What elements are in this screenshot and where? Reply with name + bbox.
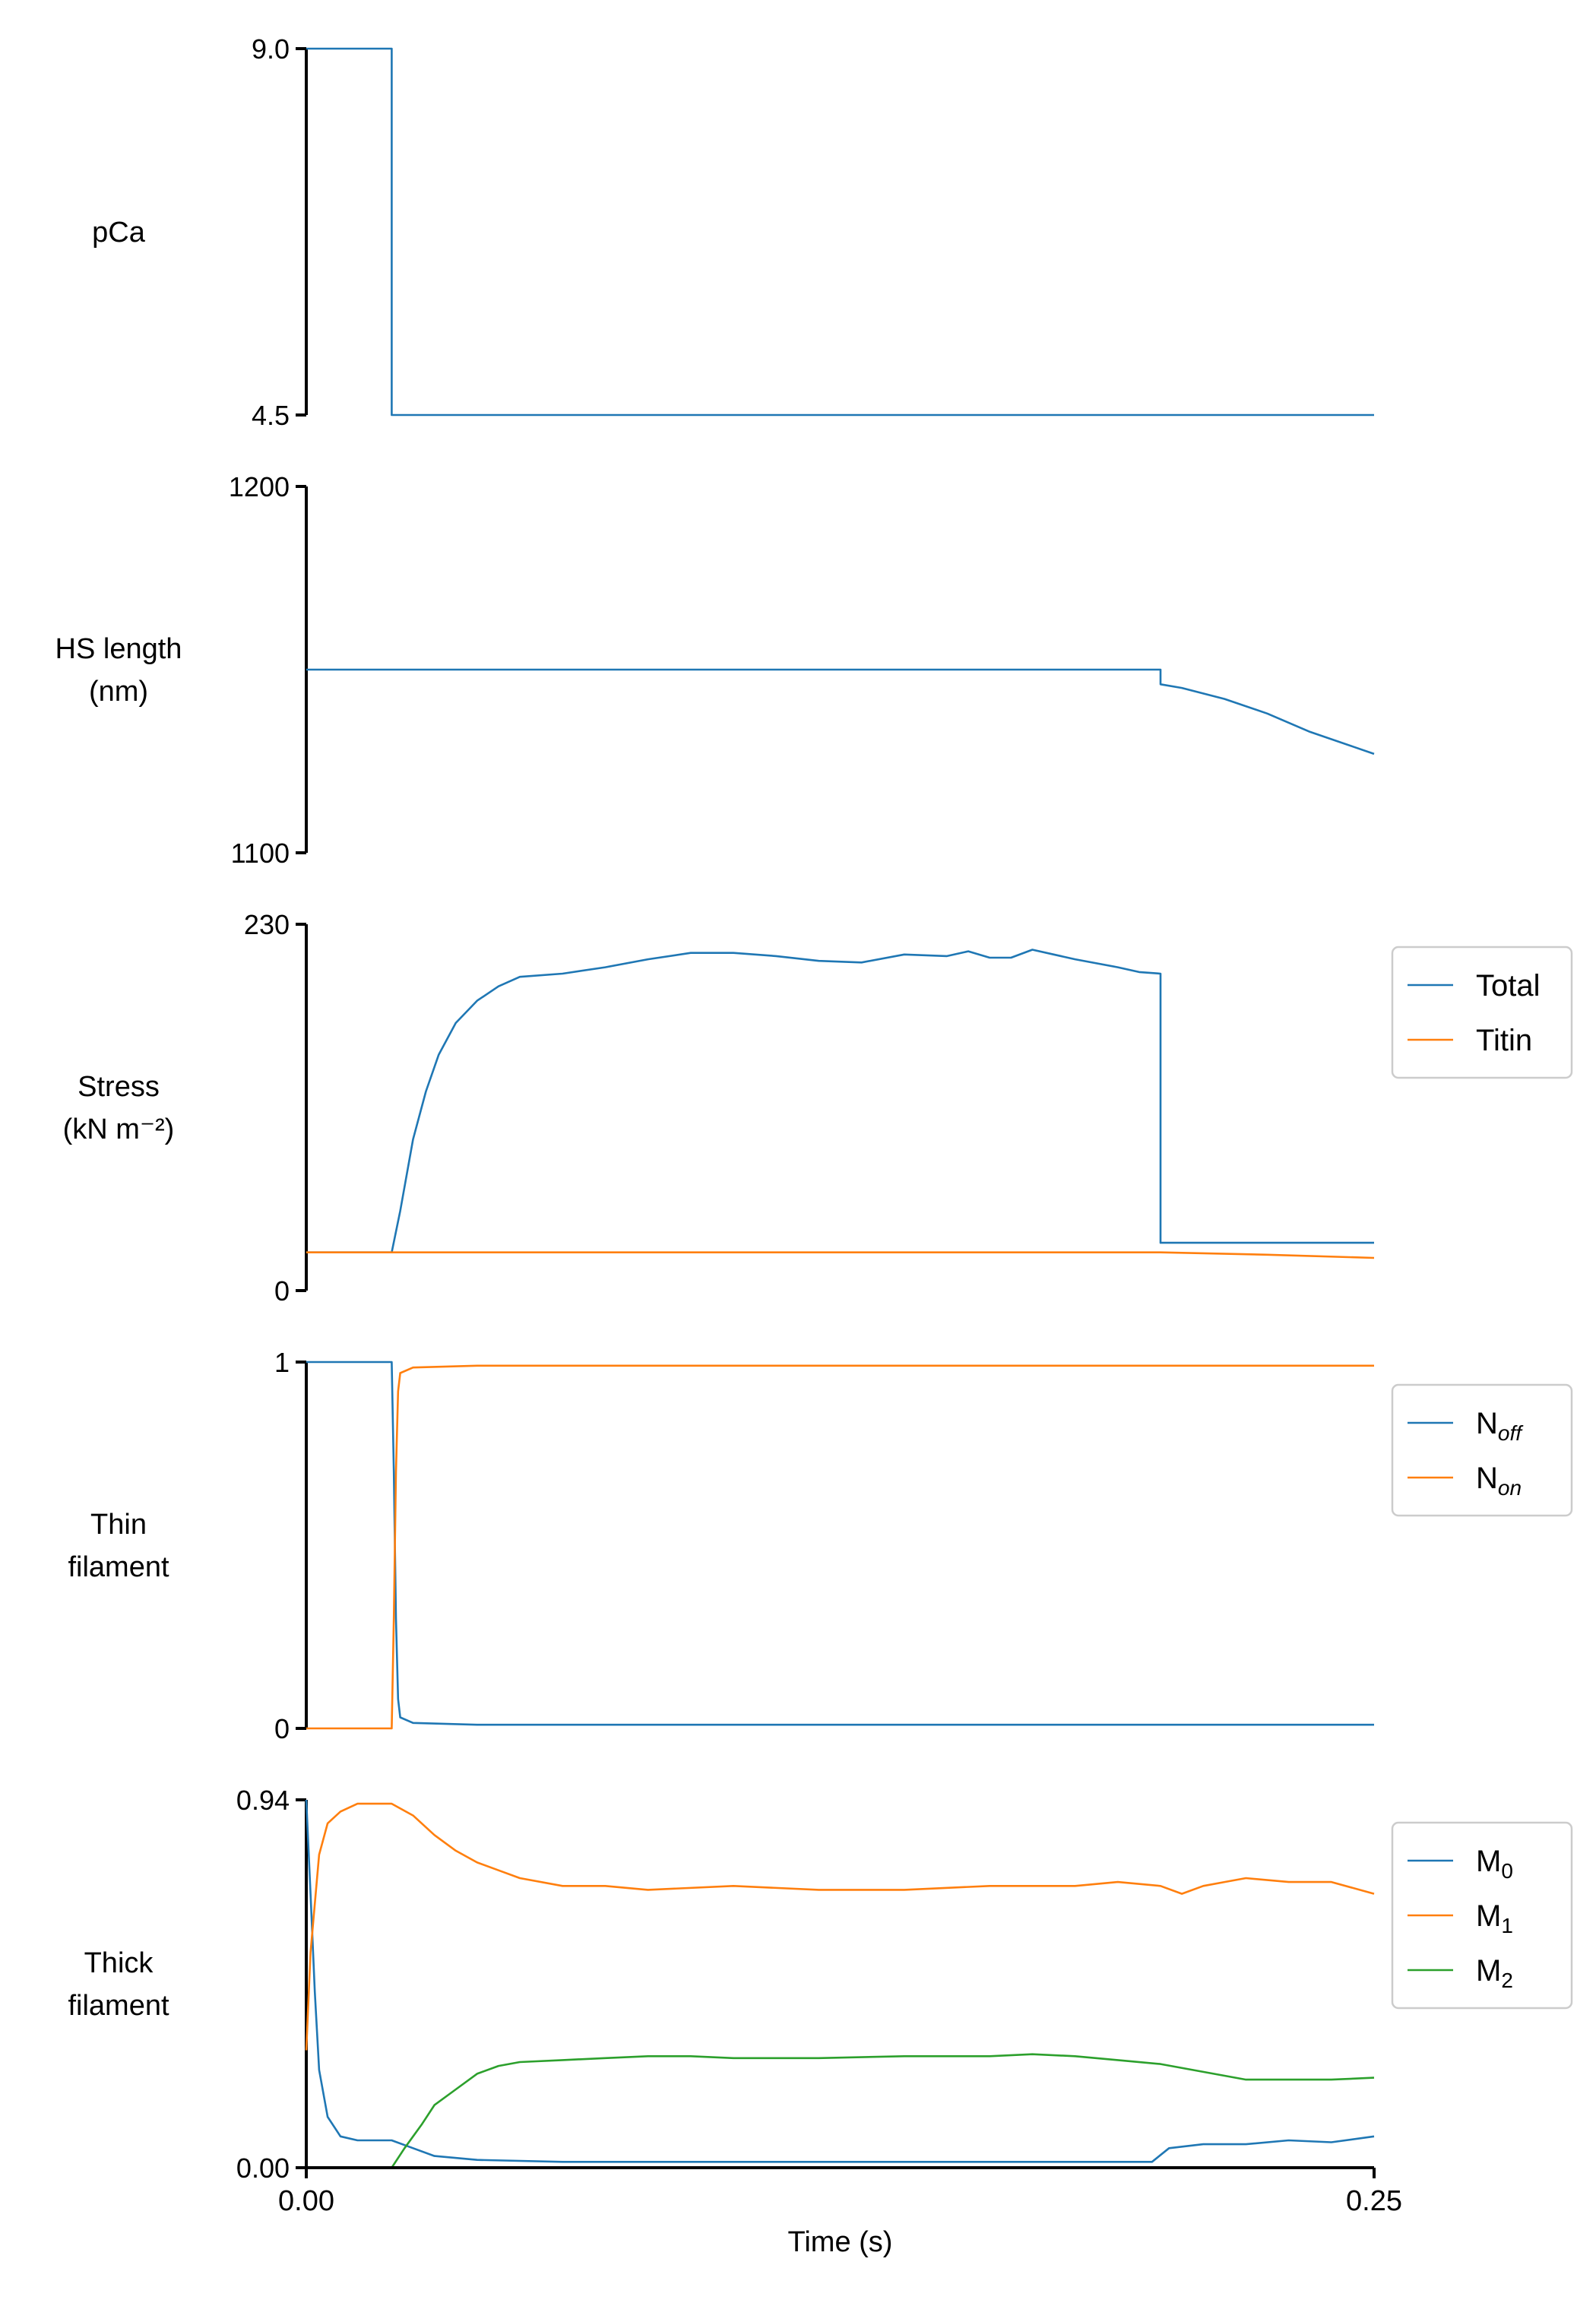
chart-panel-3: 230 0 Stress (kN m⁻²) Total Titin [63,909,1573,1307]
series-line-total [306,949,1374,1253]
y-axis-label: filament [68,1551,169,1583]
y-axis-label: (nm) [89,676,148,708]
y-axis-label: Stress [78,1071,160,1103]
y-tick-label: 1200 [229,471,290,502]
x-axis: 0.00 0.25 Time (s) [278,2166,1402,2258]
legend-entry-subscript: 1 [1501,1914,1513,1937]
x-axis-label: Time (s) [788,2226,893,2258]
legend-box [1391,946,1573,1079]
chart-panel-2: 1200 1100 HS length (nm) [55,471,1375,869]
y-tick-label: 0.94 [236,1785,290,1816]
y-axis-label: filament [68,1990,169,2022]
series-line-n-on [306,1364,1374,1730]
legend-entry: Total [1476,969,1541,1003]
legend-entry-label: M [1476,1899,1501,1933]
legend-box [1391,1821,1573,2010]
legend-entry-subscript: off [1498,1421,1524,1445]
y-tick-label: 4.5 [252,400,290,431]
series-line-n-off [306,1361,1374,1726]
legend-entry: Noff [1476,1407,1524,1445]
legend-entry-label: Titin [1476,1024,1532,1057]
series-line-1 [306,668,1375,756]
y-tick-label: 230 [244,909,290,940]
legend-entry: M0 [1476,1845,1513,1883]
legend-entry-label: M [1476,1845,1501,1878]
y-tick-label: 0 [274,1275,290,1307]
y-axis-label: pCa [92,217,146,249]
legend-entry-subscript: on [1498,1476,1522,1500]
legend-entry-subscript: 2 [1501,1969,1513,1992]
legend-entry: M1 [1476,1899,1513,1937]
y-tick-label: 9.0 [252,33,290,65]
legend-box [1391,1383,1573,1517]
series-line-m2 [391,2053,1375,2168]
y-tick-label: 1100 [231,838,290,869]
series-line-m1 [305,1802,1375,2051]
legend: Total Titin [1391,946,1573,1079]
series-line-m0 [305,1799,1375,2163]
x-tick-label: 0.25 [1346,2185,1402,2217]
series-line-titin [306,1251,1375,1259]
legend-entry-label: M [1476,1954,1501,1988]
legend-entry: Titin [1476,1024,1532,1057]
legend-entry-label: N [1476,1407,1498,1440]
legend-entry-subscript: 0 [1501,1859,1513,1883]
y-axis-label: (kN m⁻²) [63,1113,175,1145]
legend-entry: Non [1476,1462,1522,1500]
x-tick-label: 0.00 [278,2185,334,2217]
chart-panel-1: 9.0 4.5 pCa [92,33,1374,431]
legend-entry-label: Total [1476,969,1541,1003]
y-tick-label: 1 [274,1347,290,1378]
legend-entry: M2 [1476,1954,1513,1992]
y-axis-label: Thick [84,1947,154,1979]
y-axis-label: Thin [90,1509,147,1541]
y-tick-label: 0 [274,1713,290,1744]
y-axis-label: HS length [55,633,182,665]
series-line-1 [306,47,1374,417]
legend-entry-label: N [1476,1462,1498,1495]
y-tick-label: 0.00 [236,2153,290,2184]
